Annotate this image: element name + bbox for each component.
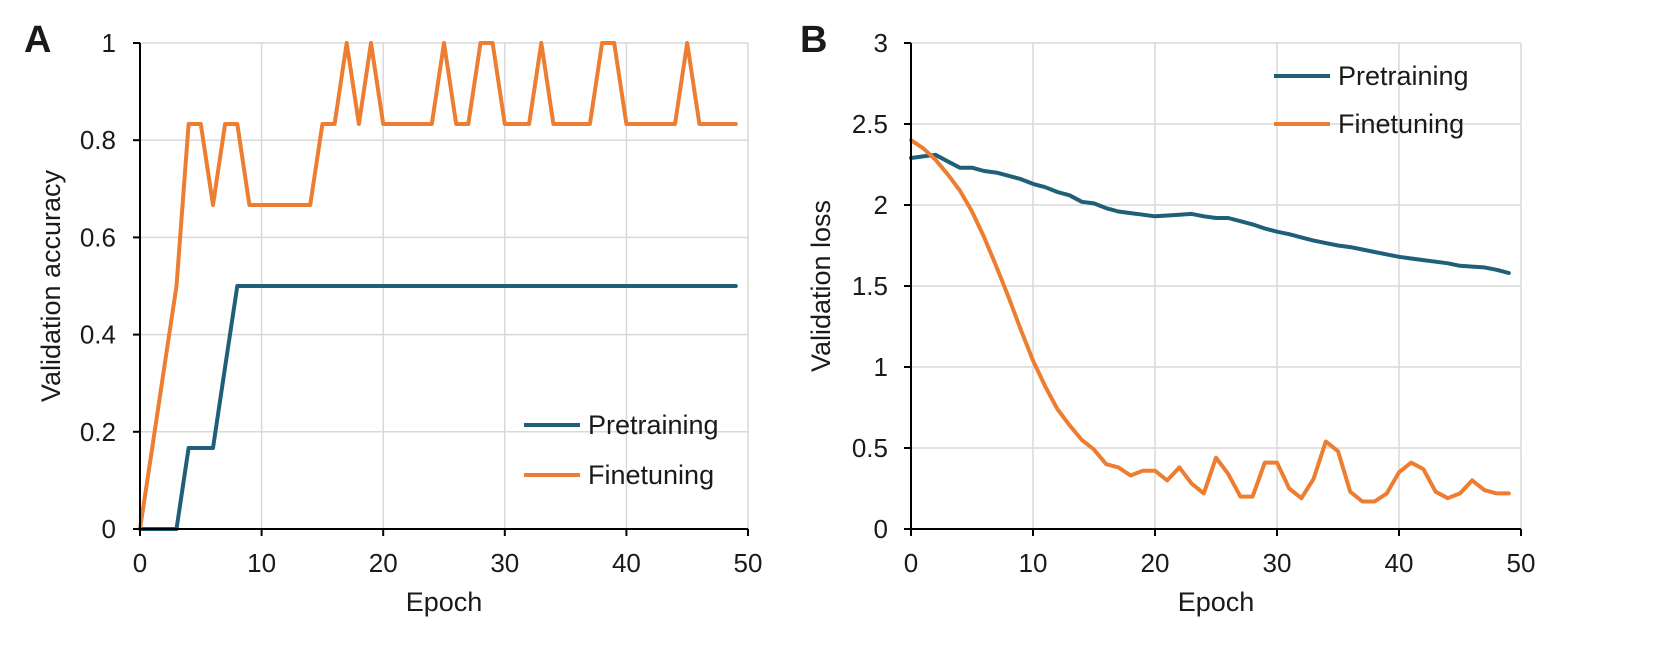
- series-lines: [138, 41, 738, 531]
- x-tick-label: 20: [369, 548, 398, 578]
- x-tick-label: 10: [1019, 548, 1048, 578]
- y-tick-label: 1.5: [852, 271, 888, 301]
- x-tick-label: 40: [612, 548, 641, 578]
- y-tick-label: 2: [874, 190, 888, 220]
- x-axis-title: Epoch: [1178, 587, 1255, 617]
- y-tick-label: 0: [102, 514, 116, 544]
- y-tick-label: 2.5: [852, 109, 888, 139]
- y-axis-title: Validation accuracy: [36, 169, 66, 402]
- x-tick-label: 30: [490, 548, 519, 578]
- y-tick-label: 0.5: [852, 433, 888, 463]
- legend-label-finetuning: Finetuning: [588, 460, 714, 490]
- series-line-pretraining: [909, 152, 1511, 275]
- legend-label-finetuning: Finetuning: [1338, 109, 1464, 139]
- chart-panel-b: 00.511.522.530 10 20 30 40 50 B Epoch Validat…: [800, 19, 1535, 617]
- tick-labels: 00.511.522.530 10 20 30 40 50: [852, 28, 1536, 578]
- axes: [904, 42, 1522, 536]
- panel-label: A: [24, 19, 51, 61]
- x-axis-title: Epoch: [406, 587, 483, 617]
- y-tick-label: 0: [874, 514, 888, 544]
- y-tick-label: 0.4: [80, 320, 116, 350]
- x-tick-label: 40: [1385, 548, 1414, 578]
- series-line-finetuning: [909, 138, 1511, 504]
- y-tick-label: 3: [874, 28, 888, 58]
- x-tick-label: 10: [247, 548, 276, 578]
- y-tick-label: 0.6: [80, 222, 116, 252]
- series-line-finetuning: [138, 41, 738, 531]
- legend: Pretraining Finetuning: [1274, 61, 1469, 139]
- y-tick-label: 0.8: [80, 125, 116, 155]
- y-axis-title: Validation loss: [806, 200, 836, 372]
- series-line-pretraining: [138, 284, 738, 531]
- tick-labels: 00.20.40.60.810 10 20 30 40 50: [80, 28, 763, 578]
- x-tick-label: 20: [1141, 548, 1170, 578]
- x-tick-label: 0: [133, 548, 147, 578]
- series-lines: [909, 138, 1511, 504]
- x-tick-label: 0: [904, 548, 918, 578]
- y-tick-label: 1: [102, 28, 116, 58]
- x-tick-label: 50: [734, 548, 763, 578]
- x-tick-label: 30: [1263, 548, 1292, 578]
- y-tick-label: 0.2: [80, 417, 116, 447]
- x-tick-label: 50: [1507, 548, 1536, 578]
- panel-label: B: [800, 19, 827, 61]
- legend-label-pretraining: Pretraining: [1338, 61, 1469, 91]
- legend: Pretraining Finetuning: [524, 410, 719, 490]
- chart-panel-a: 00.20.40.60.810 10 20 30 40 50 A Epoch Valida…: [24, 19, 762, 617]
- legend-label-pretraining: Pretraining: [588, 410, 719, 440]
- y-tick-label: 1: [874, 352, 888, 382]
- axes: [133, 42, 749, 536]
